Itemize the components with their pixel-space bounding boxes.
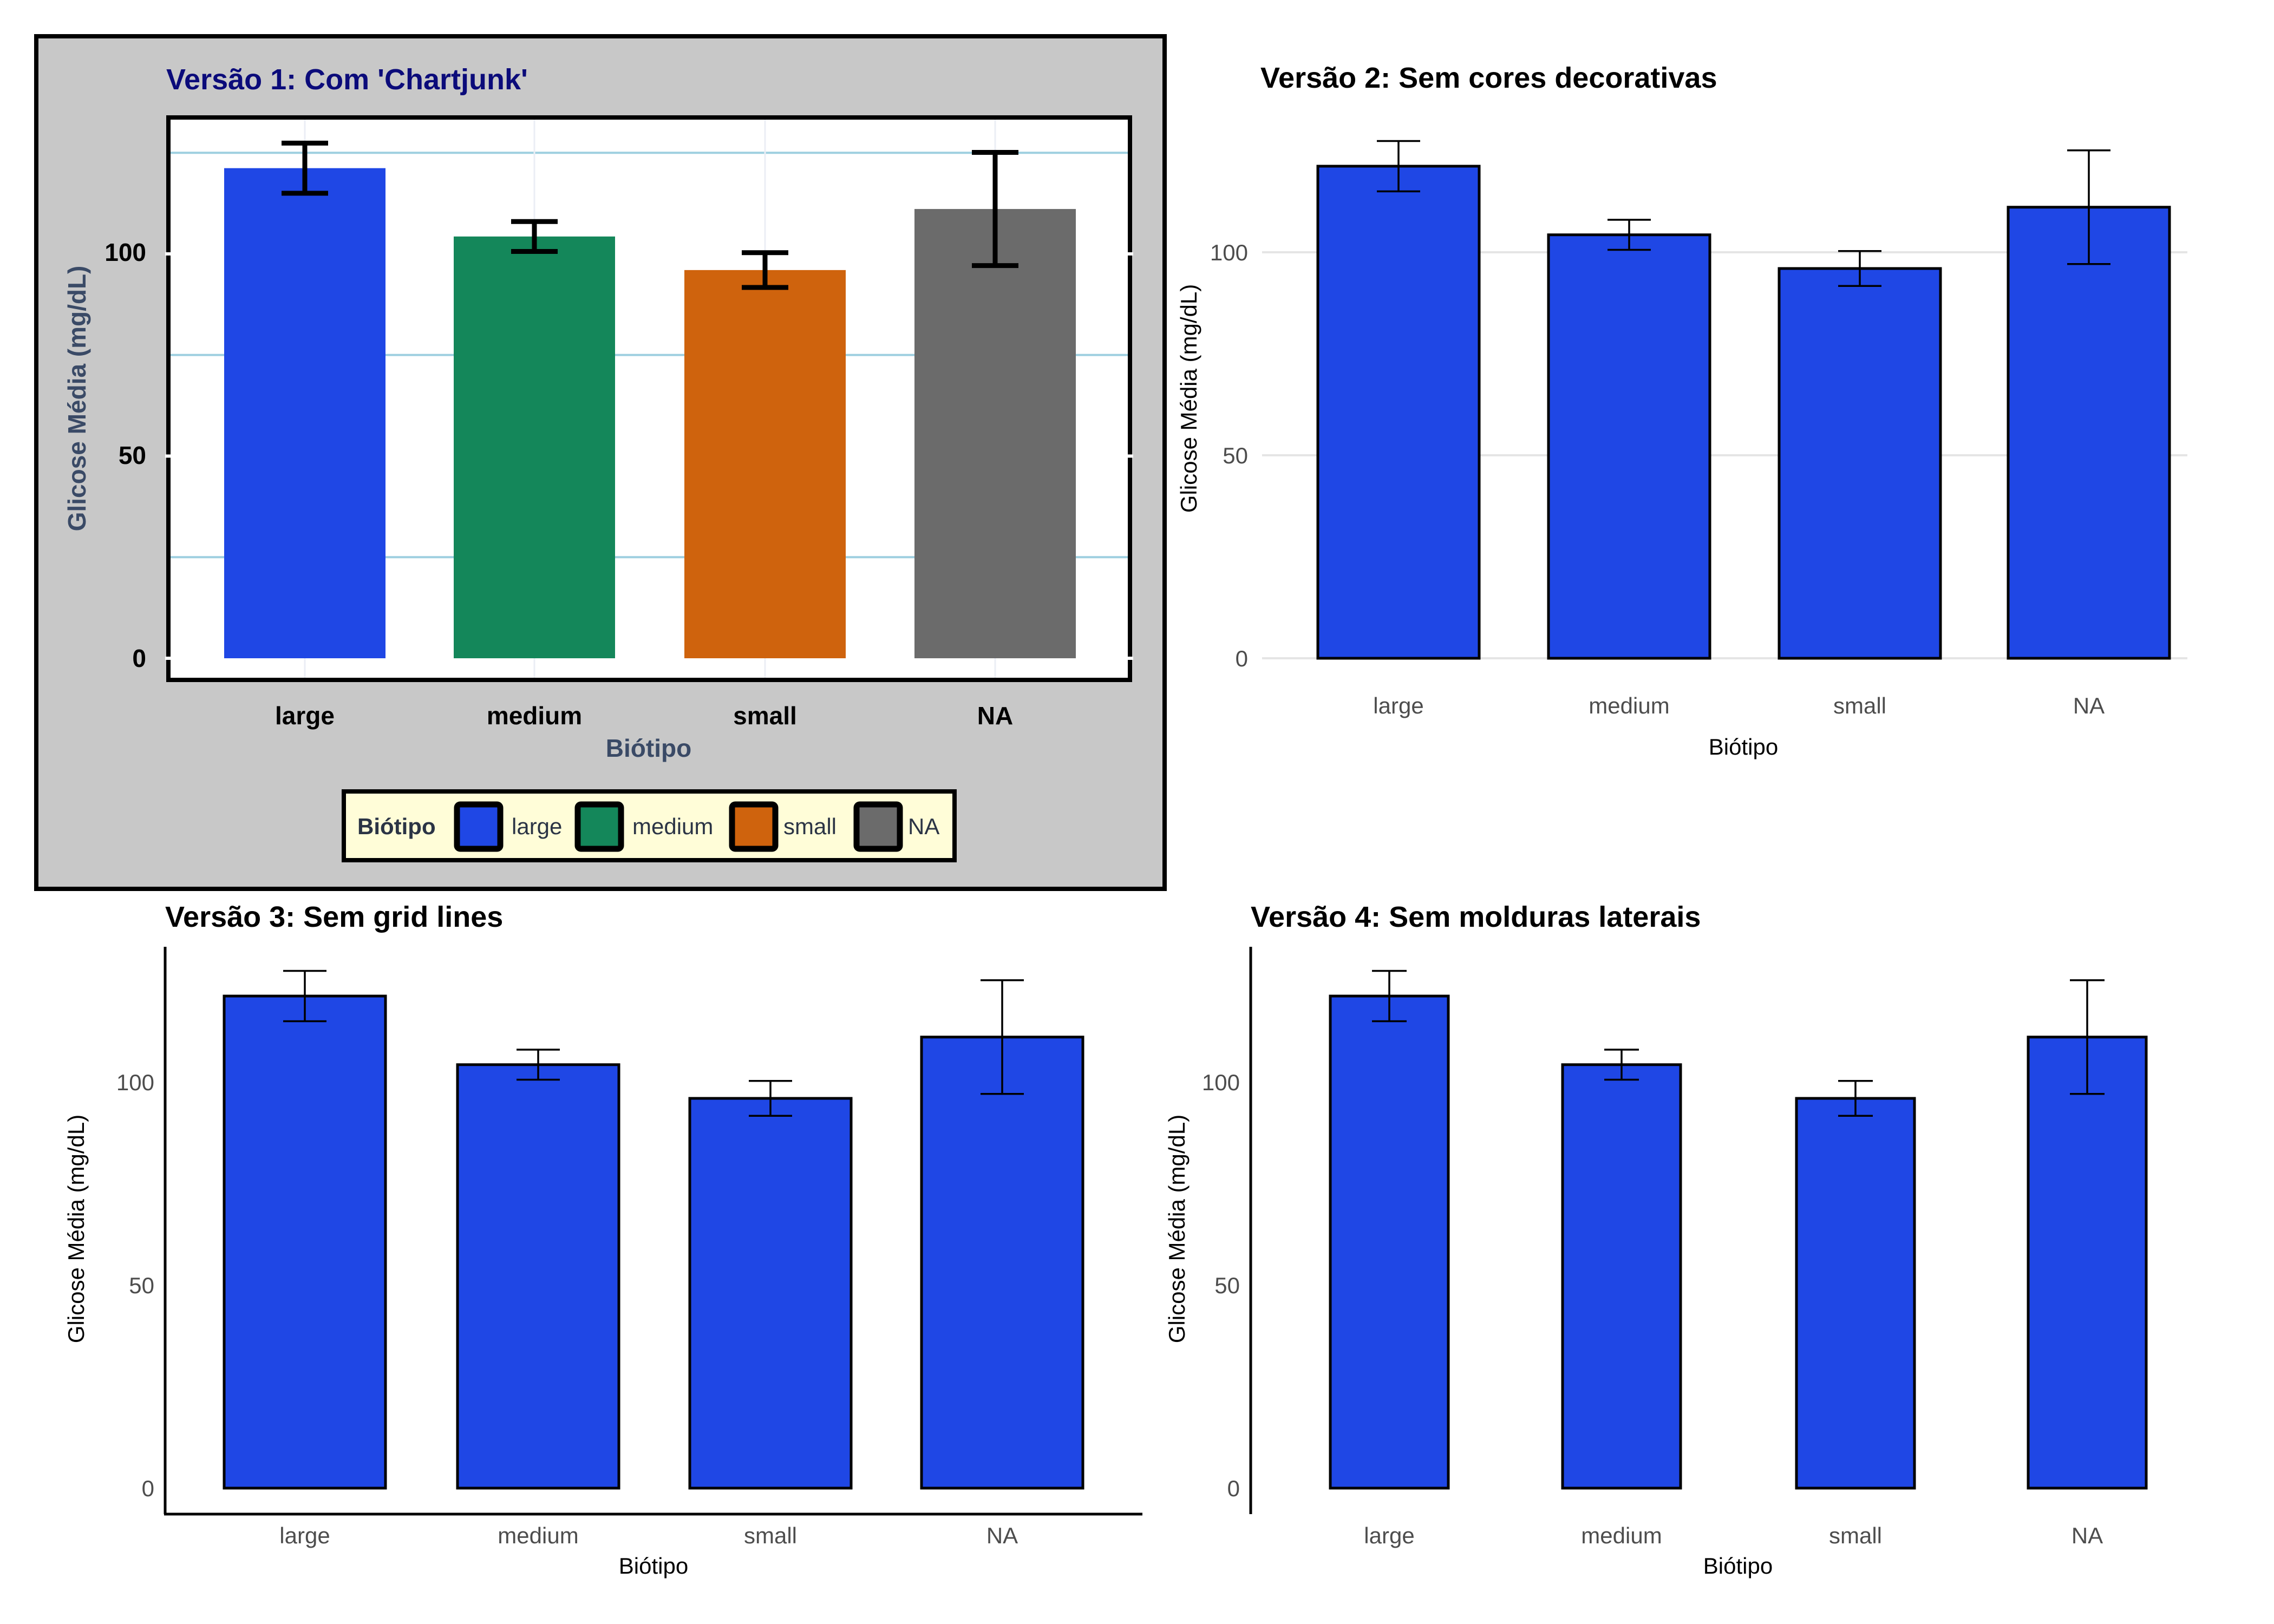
bar-medium (1561, 1063, 1682, 1490)
panel-2-bars (1316, 140, 2171, 660)
panel-3-no-gridlines: Versão 3: Sem grid lines 0 50 100 large m… (63, 901, 1142, 1579)
legend-label-small: small (783, 814, 837, 839)
x-tick-label: large (1364, 1523, 1414, 1548)
legend-swatch-medium (574, 801, 624, 852)
bar-small (1778, 267, 1942, 660)
y-tick-label: 0 (132, 644, 146, 672)
legend-swatch-large (454, 801, 504, 852)
panel-4-y-axis-label: Glicose Média (mg/dL) (1164, 1115, 1190, 1343)
legend-swatch-small (729, 801, 779, 852)
panel-4-x-ticks: large medium small NA (1364, 1523, 2103, 1548)
y-tick-label: 100 (104, 238, 146, 266)
panel-2-y-ticks: 0 50 100 (1210, 240, 1248, 671)
y-tick-label: 100 (1202, 1070, 1240, 1095)
panel-1-y-ticks: 0 50 100 (104, 238, 146, 672)
panel-4-title: Versão 4: Sem molduras laterais (1251, 901, 1701, 933)
panel-2-x-axis-label: Biótipo (1709, 734, 1778, 759)
bar-na (2007, 206, 2171, 660)
panel-1-legend: Biótipo large medium small NA (342, 789, 957, 862)
bar-na (920, 1036, 1084, 1490)
y-tick-label: 50 (119, 441, 146, 469)
panel-2-no-decorative-colors: Versão 2: Sem cores decorativas 0 50 100… (1176, 62, 2187, 759)
panel-3-title: Versão 3: Sem grid lines (165, 901, 503, 933)
x-tick-label: NA (2072, 1523, 2103, 1548)
y-tick-label: 50 (1214, 1273, 1240, 1298)
x-tick-label: medium (487, 702, 582, 730)
y-tick-label: 50 (1223, 443, 1248, 468)
panel-1-bars (224, 140, 1076, 658)
panel-1-chartjunk: Versão 1: Com 'Chartjunk' 0 50 100 large… (34, 34, 1167, 891)
bar-large (1316, 165, 1481, 660)
bar-large (223, 994, 387, 1490)
legend-label-medium: medium (632, 814, 713, 839)
legend-label-na: NA (908, 814, 939, 839)
x-tick-label: NA (2073, 693, 2105, 718)
y-tick-label: 50 (129, 1273, 154, 1298)
x-tick-label: small (744, 1523, 797, 1548)
y-tick-label: 0 (1227, 1476, 1240, 1501)
x-tick-label: large (1373, 693, 1423, 718)
y-tick-label: 100 (116, 1070, 154, 1095)
y-tick-label: 0 (1236, 646, 1248, 671)
panel-3-bars (223, 970, 1084, 1490)
x-tick-label: large (275, 702, 335, 730)
bar-medium (454, 236, 615, 658)
bar-large (224, 168, 385, 658)
x-tick-label: NA (986, 1523, 1018, 1548)
y-tick-label: 0 (142, 1476, 154, 1501)
x-tick-label: small (1833, 693, 1886, 718)
panel-4-no-side-frames: Versão 4: Sem molduras laterais 0 50 100… (1164, 901, 2148, 1579)
legend-title: Biótipo (357, 814, 436, 839)
panel-1-y-axis-label: Glicose Média (mg/dL) (63, 266, 91, 532)
panel-4-bars (1329, 970, 2148, 1490)
y-tick-label: 100 (1210, 240, 1248, 265)
legend-swatch-na (853, 801, 903, 852)
x-tick-label: medium (1581, 1523, 1662, 1548)
x-tick-label: large (279, 1523, 330, 1548)
panel-1-x-ticks: large medium small NA (275, 702, 1013, 730)
panel-4-y-ticks: 0 50 100 (1202, 1070, 1240, 1501)
bar-large (1329, 994, 1450, 1490)
bar-small (684, 270, 846, 658)
panel-1-title: Versão 1: Com 'Chartjunk' (166, 63, 528, 96)
bar-medium (456, 1063, 620, 1490)
bar-small (688, 1097, 853, 1490)
panel-3-x-axis-label: Biótipo (619, 1553, 688, 1579)
x-tick-label: medium (1589, 693, 1669, 718)
panel-3-x-ticks: large medium small NA (279, 1523, 1018, 1548)
legend-label-large: large (512, 814, 562, 839)
panel-2-y-axis-label: Glicose Média (mg/dL) (1176, 284, 1201, 513)
panel-4-x-axis-label: Biótipo (1703, 1553, 1773, 1579)
x-tick-label: medium (498, 1523, 578, 1548)
bar-medium (1547, 233, 1711, 660)
bar-na (914, 209, 1076, 658)
panel-2-title: Versão 2: Sem cores decorativas (1260, 62, 1717, 94)
x-tick-label: small (733, 702, 797, 730)
panel-3-y-ticks: 0 50 100 (116, 1070, 154, 1501)
bar-small (1795, 1097, 1916, 1490)
panel-1-x-axis-label: Biótipo (606, 734, 691, 762)
bar-na (2027, 1036, 2148, 1490)
panel-2-x-ticks: large medium small NA (1373, 693, 2105, 718)
x-tick-label: NA (977, 702, 1013, 730)
panel-3-y-axis-label: Glicose Média (mg/dL) (63, 1115, 89, 1343)
legend-box (342, 789, 957, 862)
x-tick-label: small (1829, 1523, 1882, 1548)
